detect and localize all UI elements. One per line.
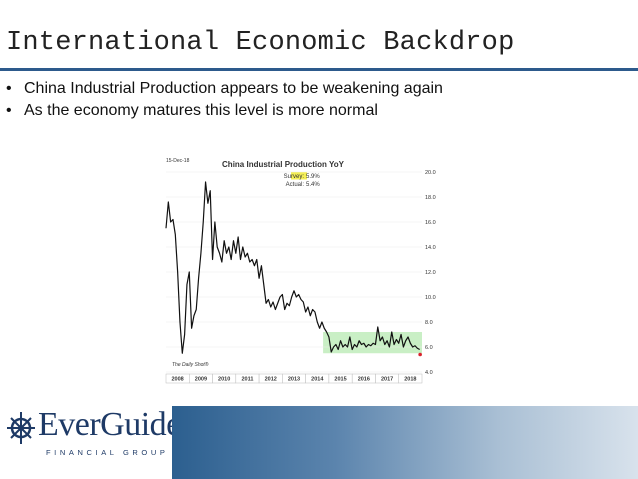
x-tick-cell [398, 373, 423, 384]
bullet-text: As the economy matures this level is mor… [24, 102, 378, 119]
ship-wheel-icon [7, 412, 35, 444]
x-tick-label: 2015 [334, 377, 346, 383]
y-tick-label: 12.0 [425, 270, 436, 276]
survey-highlight [291, 172, 307, 180]
y-tick-label: 8.0 [425, 320, 433, 326]
x-tick-label: 2018 [404, 377, 416, 383]
chart-annotation: Actual: [286, 182, 305, 188]
chart-source-label: The Daily Shot® [172, 361, 209, 368]
x-tick-label: 2016 [358, 377, 370, 383]
logo-tagline: FINANCIAL GROUP [46, 448, 169, 457]
bullet-item: • China Industrial Production appears to … [6, 80, 443, 98]
chart-annotation-value: 5.4% [306, 182, 320, 188]
china-industrial-production-chart: 15-Dec-18 China Industrial Production Yo… [165, 158, 436, 384]
x-tick-label: 2011 [241, 377, 253, 383]
footer-gradient-band [172, 406, 638, 479]
logo-wordmark: EverGuide [38, 406, 181, 443]
y-tick-label: 10.0 [425, 295, 436, 301]
bullet-list: • China Industrial Production appears to … [6, 80, 443, 124]
x-tick-label: 2010 [218, 377, 230, 383]
chart-date-label: 15-Dec-18 [166, 158, 190, 164]
bullet-dot: • [6, 102, 12, 119]
x-tick-label: 2009 [195, 377, 207, 383]
y-tick-label: 18.0 [425, 195, 436, 201]
x-tick-label: 2012 [265, 377, 277, 383]
y-tick-label: 4.0 [425, 370, 433, 376]
y-tick-label: 6.0 [425, 345, 433, 351]
highlight-band [323, 332, 422, 354]
bullet-text: China Industrial Production appears to b… [24, 80, 443, 97]
chart-annotation-value: 5.9% [306, 174, 320, 180]
y-tick-label: 20.0 [425, 170, 436, 176]
chart-annotations: Survey: 5.9%Actual: 5.4% [284, 172, 320, 188]
series-line [165, 181, 420, 354]
chart-title: China Industrial Production YoY [222, 160, 345, 169]
highlight-band-layer [323, 332, 422, 354]
grid-layer [166, 171, 422, 373]
y-tick-label: 16.0 [425, 220, 436, 226]
bullet-item: • As the economy matures this level is mo… [6, 102, 443, 120]
everguide-logo: EverGuide FINANCIAL GROUP [6, 400, 181, 472]
title-divider [0, 68, 638, 71]
latest-value-marker [418, 352, 422, 357]
x-tick-label: 2017 [381, 377, 393, 383]
x-tick-label: 2014 [311, 377, 324, 383]
slide-title: International Economic Backdrop [6, 28, 515, 58]
bullet-dot: • [6, 80, 12, 97]
x-tick-label: 2013 [288, 377, 300, 383]
x-tick-label: 2008 [172, 377, 184, 383]
chart-annotation: Survey: [284, 174, 305, 180]
x-axis: 2008 2009 2010 2011 2012 2013 2014 2015 2016 2017… [165, 373, 423, 384]
y-axis: 20.0 18.0 16.0 14.0 12.0 10.0 8.0 6.0 4.0 [425, 170, 436, 376]
series-layer [165, 181, 422, 357]
y-tick-label: 14.0 [425, 245, 436, 251]
chart-container: 15-Dec-18 China Industrial Production Yo… [160, 150, 440, 388]
